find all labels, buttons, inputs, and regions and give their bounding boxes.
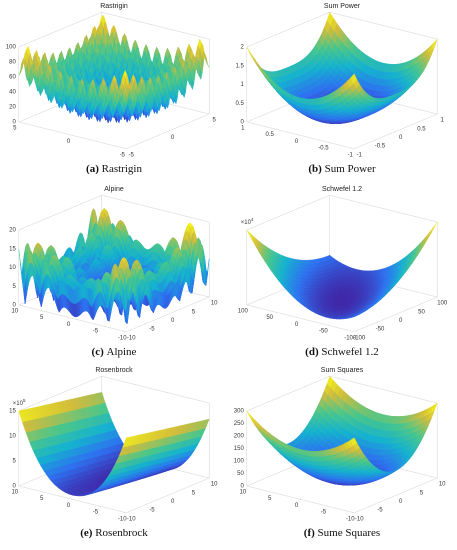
x-tick-label: -5 xyxy=(120,152,126,158)
z-tick-label: 1.5 xyxy=(235,63,244,69)
x-tick-label: 1 xyxy=(241,126,245,132)
y-tick-label: 0 xyxy=(399,135,403,141)
y-tick-label: -0.5 xyxy=(375,144,386,150)
box-edge xyxy=(101,11,210,40)
x-tick-label: 0.5 xyxy=(265,132,274,138)
x-tick-label: -0.5 xyxy=(318,146,329,152)
z-tick-label: 40 xyxy=(9,90,16,96)
panel-title: Alpine xyxy=(104,186,124,193)
z-tick-label: 2 xyxy=(240,45,244,51)
panel-title: Sum Power xyxy=(324,3,361,10)
y-tick-label: 0.5 xyxy=(417,126,426,132)
x-tick-label: 0 xyxy=(295,139,299,145)
z-tick-label: 100 xyxy=(6,45,17,51)
x-tick-label: 5 xyxy=(13,126,17,132)
z-tick-label: 1 xyxy=(240,82,244,88)
z-tick-label: 0.5 xyxy=(235,101,244,107)
box-edge xyxy=(126,113,210,150)
x-tick-label: 0 xyxy=(67,139,71,145)
y-tick-label: 5 xyxy=(213,118,217,124)
z-tick-label: 80 xyxy=(9,60,16,66)
caption-text: Sum Power xyxy=(325,163,376,175)
box-edge xyxy=(101,194,210,223)
box-edge xyxy=(18,11,102,48)
caption-text: Rastrigin xyxy=(102,163,143,175)
z-tick-label: 20 xyxy=(9,105,16,111)
panel-title: Rastrigin xyxy=(100,3,128,10)
box-edge xyxy=(18,121,127,150)
y-tick-label: -1 xyxy=(357,152,363,158)
caption: (a) Rastrigin xyxy=(86,163,142,175)
y-tick-label: 1 xyxy=(441,118,445,124)
x-tick-label: -1 xyxy=(348,152,354,158)
caption-label: (b) xyxy=(308,163,322,175)
y-tick-label: 0 xyxy=(171,135,175,141)
surface xyxy=(18,14,210,124)
surface xyxy=(18,207,210,325)
y-tick-label: -5 xyxy=(129,152,135,158)
box-edge xyxy=(246,121,355,150)
caption-label: (a) xyxy=(86,163,99,175)
caption: (b) Sum Power xyxy=(308,163,376,175)
z-tick-label: 60 xyxy=(9,75,16,81)
